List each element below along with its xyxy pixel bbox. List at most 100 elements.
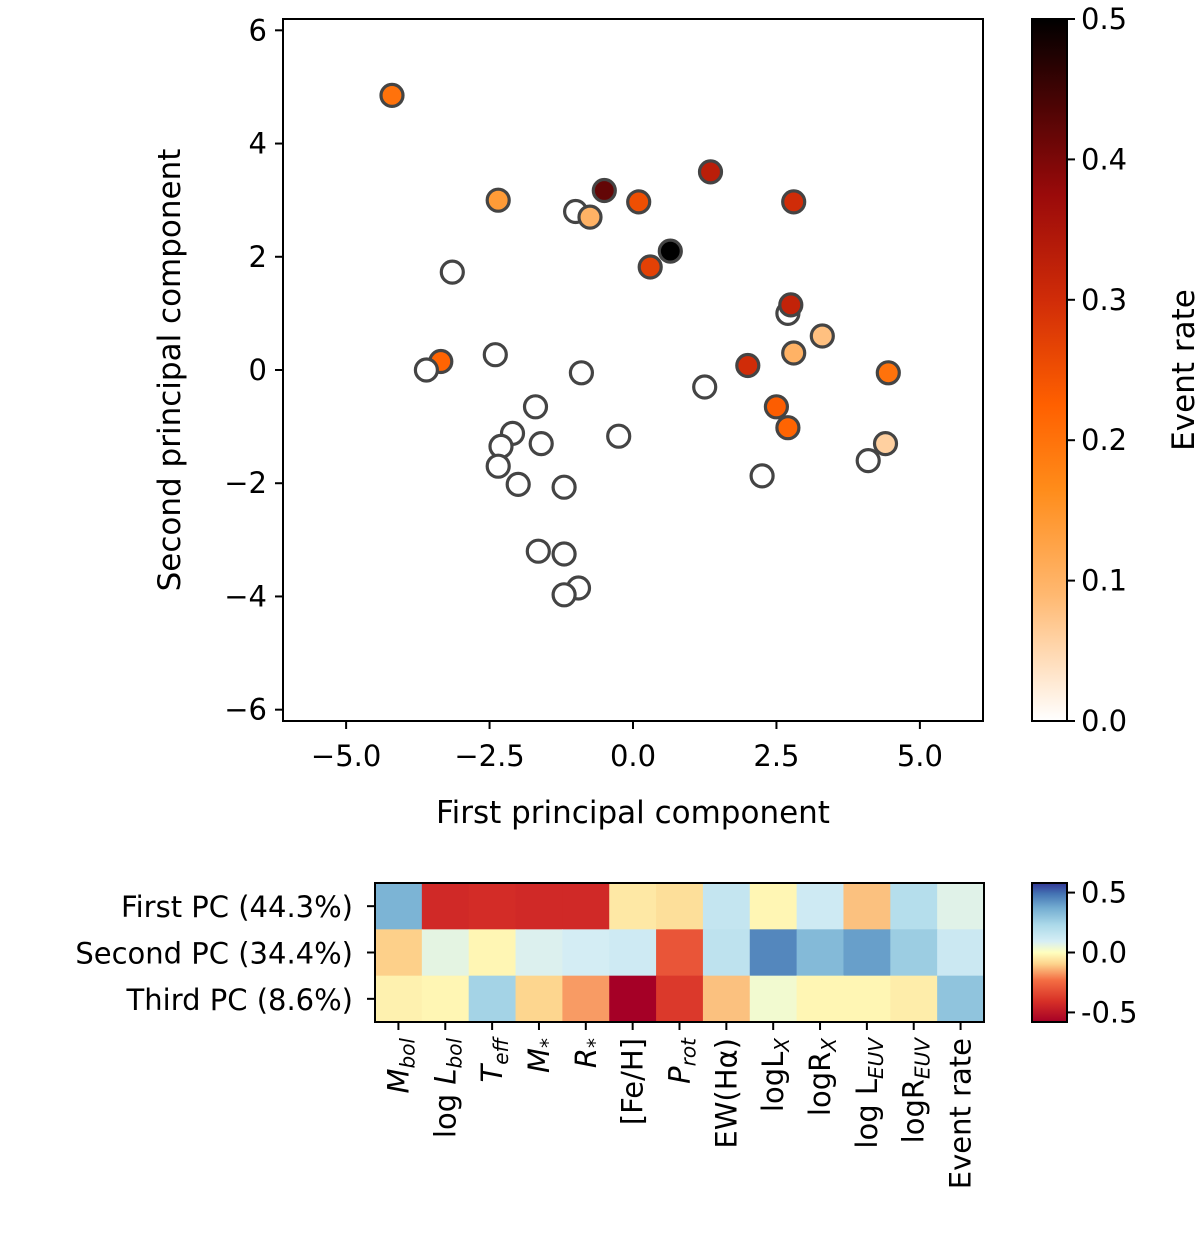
scatter-point <box>505 471 531 497</box>
heatmap-column-label: Mbol <box>381 1038 419 1094</box>
heatmap-cell <box>843 929 891 977</box>
heatmap-column-label: Teff <box>475 1035 513 1082</box>
heatmap-cell <box>843 883 891 930</box>
heatmap-cell <box>843 975 891 1023</box>
heatmap-column-label: M* <box>522 1038 560 1073</box>
heatmap-cell <box>609 929 657 977</box>
scatter-point <box>482 342 508 368</box>
x-tick-label: −2.5 <box>454 739 524 773</box>
heatmap-cell <box>421 975 470 1023</box>
heatmap-column-label: logREUV <box>897 1037 935 1144</box>
heatmap-cell <box>562 929 610 977</box>
scatter-point <box>551 541 577 567</box>
event-rate-colorbar-gradient <box>1032 19 1067 721</box>
y-axis-label: Second principal component <box>152 149 188 592</box>
heatmap-cell <box>796 929 845 977</box>
heatmap-column-label: log Lbol <box>428 1038 466 1139</box>
scatter-point <box>528 431 554 457</box>
heatmap-cell <box>749 975 798 1023</box>
heatmap-cell <box>421 883 470 930</box>
scatter-point <box>568 360 595 386</box>
heatmap-cell <box>609 883 657 930</box>
scatter-point <box>872 431 899 457</box>
scatter-point <box>697 159 724 185</box>
colorbar-tick-label: 0.0 <box>1081 704 1127 738</box>
scatter-point <box>485 453 511 479</box>
colorbar-tick-label: 0.1 <box>1081 564 1127 598</box>
x-tick-label: 5.0 <box>897 739 943 773</box>
heatmap-cell <box>468 929 517 977</box>
scatter-point <box>551 474 577 500</box>
heatmap-cell <box>937 975 985 1023</box>
y-tick-label: 0 <box>249 353 267 387</box>
scatter-point <box>855 448 881 474</box>
heatmap-cell <box>702 975 751 1023</box>
event-rate-colorbar-frame <box>1031 18 1068 722</box>
heatmap-cell <box>656 929 704 977</box>
y-tick-label: −4 <box>224 579 267 613</box>
y-tick-label: −6 <box>224 693 267 727</box>
heatmap-cell <box>796 975 845 1023</box>
scatter-point <box>525 538 551 564</box>
y-tick-label: 4 <box>249 127 267 161</box>
scatter-point <box>379 82 405 109</box>
loadings-heatmap: First PC (44.3%) Second PC (34.4%) Third P… <box>75 882 985 1189</box>
scatter-point <box>781 340 807 366</box>
heatmap-column-label: log LEUV <box>850 1037 888 1149</box>
y-tick-label: 6 <box>249 13 267 47</box>
scatter-point <box>809 323 835 349</box>
loading-colorbar-ticks: 0.5 0.0 -0.5 <box>1067 876 1138 1029</box>
colorbar-tick-label: 0.4 <box>1081 142 1127 176</box>
colorbar-tick-label: 0.5 <box>1081 2 1127 36</box>
heatmap-cell <box>702 929 751 977</box>
heatmap-cell <box>656 975 704 1023</box>
scatter-point <box>735 352 761 379</box>
scatter-point <box>775 415 801 441</box>
heatmap-cell <box>890 975 938 1023</box>
scatter-point <box>637 254 663 280</box>
heatmap-cell <box>515 883 563 930</box>
scatter-point <box>606 423 632 449</box>
colorbar-label: Event rate <box>1166 289 1200 451</box>
scatter-point <box>551 582 577 608</box>
scatter-point <box>626 189 652 215</box>
scatter-points <box>379 82 901 608</box>
heatmap-column-label: Prot <box>663 1037 701 1084</box>
heatmap-cells <box>375 883 985 1023</box>
heatmap-column-label: EW(Hα) <box>709 1038 743 1149</box>
loading-colorbar-tick-label: 0.5 <box>1081 876 1127 910</box>
loading-colorbar-gradient <box>1032 883 1067 1022</box>
heatmap-cell <box>468 975 517 1023</box>
heatmap-cell <box>375 975 423 1023</box>
heatmap-cell <box>656 883 704 930</box>
heatmap-cell <box>562 883 610 930</box>
scatter-point <box>413 357 439 383</box>
heatmap-cell <box>609 975 657 1023</box>
heatmap-cell <box>515 929 563 977</box>
heatmap-cell <box>749 883 798 930</box>
heatmap-column-label: [Fe/H] <box>616 1038 650 1125</box>
loading-colorbar-tick-label: 0.0 <box>1081 936 1127 970</box>
loading-colorbar: 0.5 0.0 -0.5 <box>1031 876 1138 1029</box>
x-tick-label: 0.0 <box>610 739 656 773</box>
heatmap-row-label: Third PC (8.6%) <box>126 983 353 1017</box>
heatmap-cell <box>562 975 610 1023</box>
heatmap-cell <box>890 929 938 977</box>
scatter-point <box>749 463 775 489</box>
x-axis-label: First principal component <box>436 795 830 831</box>
x-tick-label: −5.0 <box>311 739 381 773</box>
scatter-point <box>778 292 804 318</box>
scatter-x-ticks: −5.0 −2.5 0.0 2.5 5.0 <box>311 721 943 773</box>
heatmap-cell <box>515 975 563 1023</box>
scatter-point <box>522 394 549 420</box>
x-tick-label: 2.5 <box>753 739 799 773</box>
heatmap-cell <box>749 929 798 977</box>
scatter-point <box>692 374 718 400</box>
heatmap-column-label: logRX <box>803 1037 841 1116</box>
event-rate-colorbar: 0.0 0.1 0.2 0.3 0.4 0.5 Event rate <box>1031 2 1200 738</box>
scatter-point <box>875 360 901 386</box>
heatmap-cell <box>421 929 470 977</box>
scatter-point <box>577 204 603 230</box>
heatmap-column-label: Event rate <box>944 1038 978 1189</box>
